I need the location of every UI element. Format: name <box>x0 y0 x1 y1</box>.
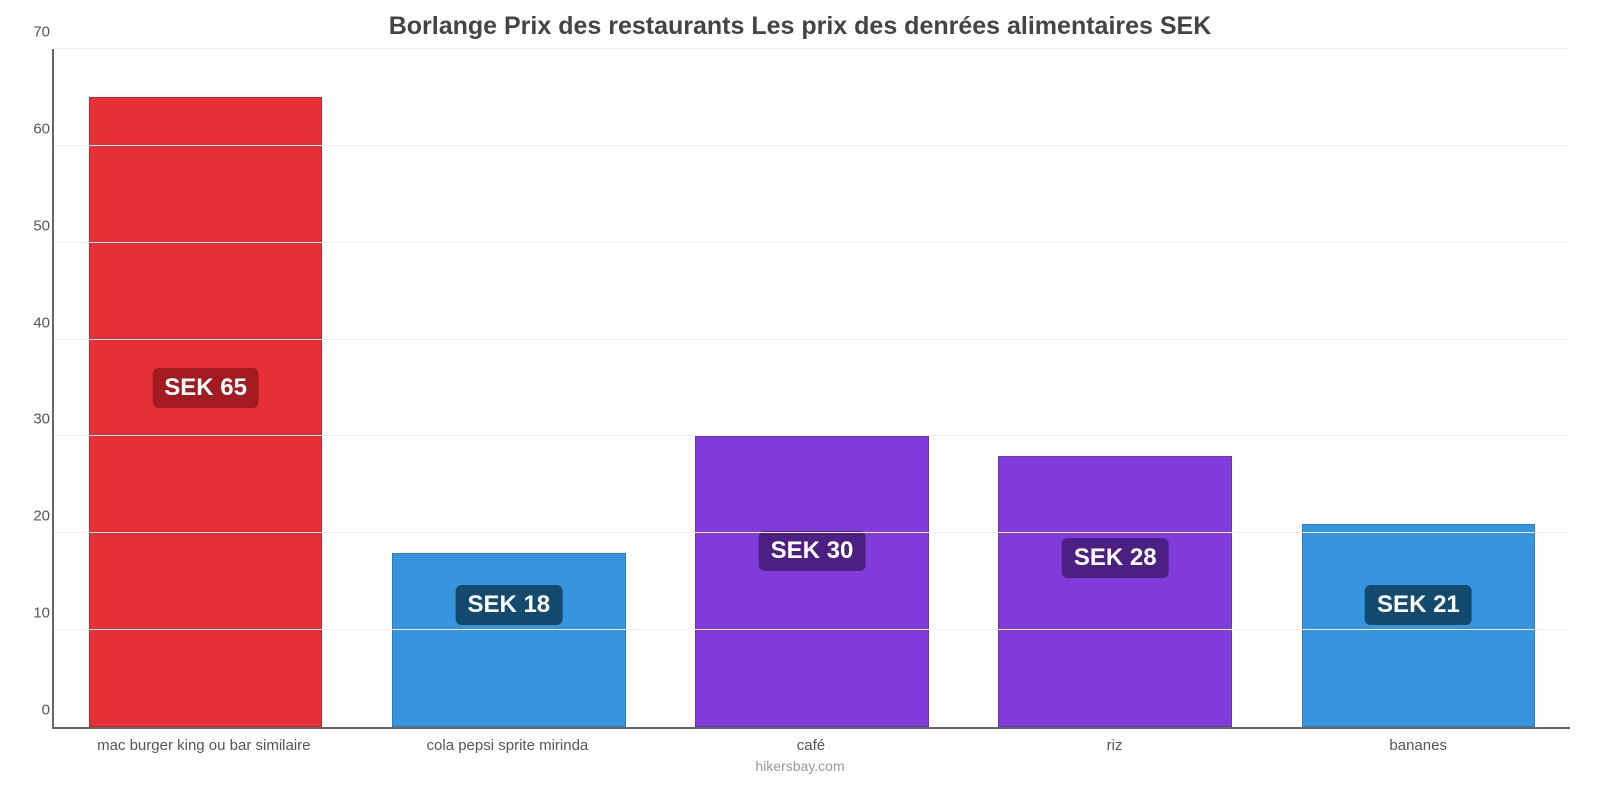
value-label: SEK 18 <box>455 585 562 625</box>
bar <box>695 436 928 727</box>
x-tick-label: riz <box>963 729 1267 754</box>
bar-slot: SEK 21 <box>1267 49 1570 727</box>
bars-group: SEK 65 SEK 18 SEK 30 SEK 28 SEK 21 <box>54 49 1570 727</box>
gridline <box>54 435 1570 436</box>
x-axis-labels: mac burger king ou bar similairecola pep… <box>52 729 1570 754</box>
plot-area: SEK 65SEK 18SEK 30SEK 28SEK 21 010203040… <box>52 49 1570 729</box>
chart-footer: hikersbay.com <box>30 758 1570 774</box>
value-label: SEK 30 <box>759 531 866 571</box>
value-label: SEK 21 <box>1365 585 1472 625</box>
gridline <box>54 242 1570 243</box>
gridline <box>54 145 1570 146</box>
value-label: SEK 28 <box>1062 538 1169 578</box>
gridline <box>54 48 1570 49</box>
chart-container: Borlange Prix des restaurants Les prix d… <box>0 0 1600 800</box>
x-tick-label: mac burger king ou bar similaire <box>52 729 356 754</box>
y-tick-label: 50 <box>20 217 50 234</box>
gridline <box>54 629 1570 630</box>
bar <box>998 456 1231 727</box>
bar-slot: SEK 65 <box>54 49 357 727</box>
value-label: SEK 65 <box>152 368 259 408</box>
x-tick-label: cola pepsi sprite mirinda <box>356 729 660 754</box>
y-tick-label: 70 <box>20 24 50 41</box>
gridline <box>54 532 1570 533</box>
gridline <box>54 339 1570 340</box>
y-tick-label: 0 <box>20 702 50 719</box>
x-tick-label: café <box>659 729 963 754</box>
bar-slot: SEK 28 <box>964 49 1267 727</box>
bar <box>89 97 322 727</box>
x-tick-label: bananes <box>1266 729 1570 754</box>
y-tick-label: 60 <box>20 120 50 137</box>
y-tick-label: 40 <box>20 314 50 331</box>
bar <box>392 553 625 727</box>
y-tick-label: 10 <box>20 605 50 622</box>
bar-slot: SEK 18 <box>357 49 660 727</box>
chart-title: Borlange Prix des restaurants Les prix d… <box>30 12 1570 41</box>
bar-slot: SEK 30 <box>660 49 963 727</box>
y-tick-label: 20 <box>20 508 50 525</box>
y-tick-label: 30 <box>20 411 50 428</box>
